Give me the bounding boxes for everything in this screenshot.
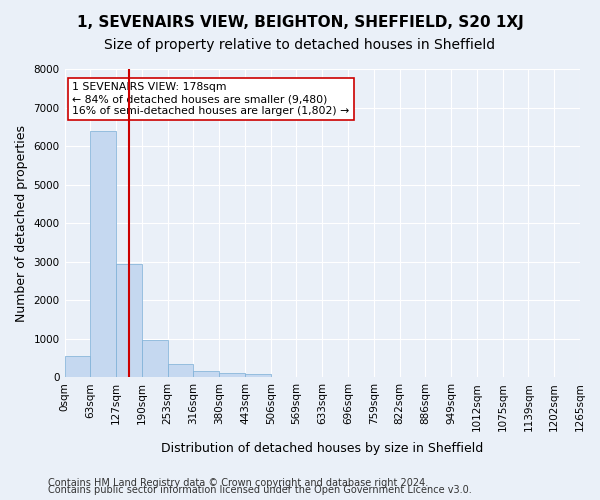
Text: Size of property relative to detached houses in Sheffield: Size of property relative to detached ho… bbox=[104, 38, 496, 52]
Y-axis label: Number of detached properties: Number of detached properties bbox=[15, 124, 28, 322]
X-axis label: Distribution of detached houses by size in Sheffield: Distribution of detached houses by size … bbox=[161, 442, 484, 455]
Bar bbox=[65, 356, 91, 378]
Bar bbox=[91, 132, 116, 378]
Text: 1 SEVENAIRS VIEW: 178sqm
← 84% of detached houses are smaller (9,480)
16% of sem: 1 SEVENAIRS VIEW: 178sqm ← 84% of detach… bbox=[72, 82, 350, 116]
Bar bbox=[167, 364, 193, 378]
Bar bbox=[142, 340, 167, 378]
Text: Contains HM Land Registry data © Crown copyright and database right 2024.: Contains HM Land Registry data © Crown c… bbox=[48, 478, 428, 488]
Text: Contains public sector information licensed under the Open Government Licence v3: Contains public sector information licen… bbox=[48, 485, 472, 495]
Bar bbox=[116, 264, 142, 378]
Text: 1, SEVENAIRS VIEW, BEIGHTON, SHEFFIELD, S20 1XJ: 1, SEVENAIRS VIEW, BEIGHTON, SHEFFIELD, … bbox=[77, 15, 523, 30]
Bar bbox=[193, 371, 219, 378]
Bar bbox=[219, 373, 245, 378]
Bar bbox=[245, 374, 271, 378]
